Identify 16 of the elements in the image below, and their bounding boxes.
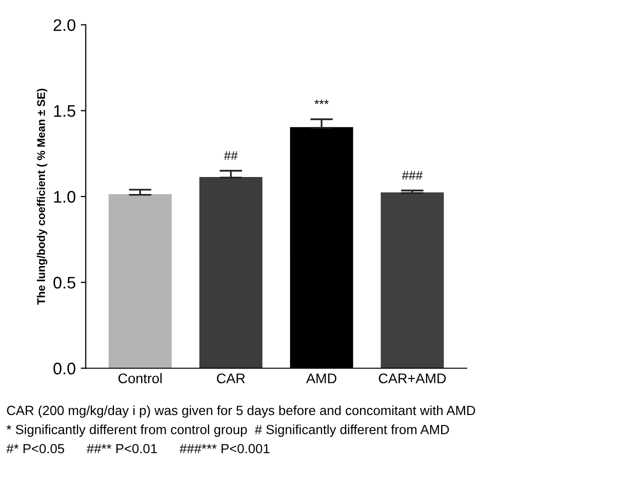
y-axis-title: The lung/body coefficient ( % Mean ± SE) <box>36 88 48 305</box>
text: * Significantly different from control group # Significantly different from AMD <box>6 424 449 437</box>
annotation: *** <box>314 100 329 104</box>
y-tick-label: 1.5 <box>54 105 76 117</box>
text: CAR (200 mg/kg/day i p) was given for 5 days before and concomitant with AMD <box>7 405 476 418</box>
y-tick-label: 2.0 <box>54 19 76 32</box>
y-tick-label: 1.0 <box>54 190 76 203</box>
x-tick-label: CAR <box>216 373 245 384</box>
x-tick-label: Control <box>118 373 162 384</box>
y-tick-label: 0.0 <box>53 362 76 374</box>
x-tick-label: AMD <box>306 374 336 384</box>
annotation: ## <box>224 151 238 160</box>
text: #* P<0.05 ##** P<0.01 ###*** P<0.001 <box>6 444 270 454</box>
x-tick-label: CAR+AMD <box>378 373 446 384</box>
annotation: ### <box>402 171 423 180</box>
y-tick-label: 0.5 <box>53 276 76 289</box>
